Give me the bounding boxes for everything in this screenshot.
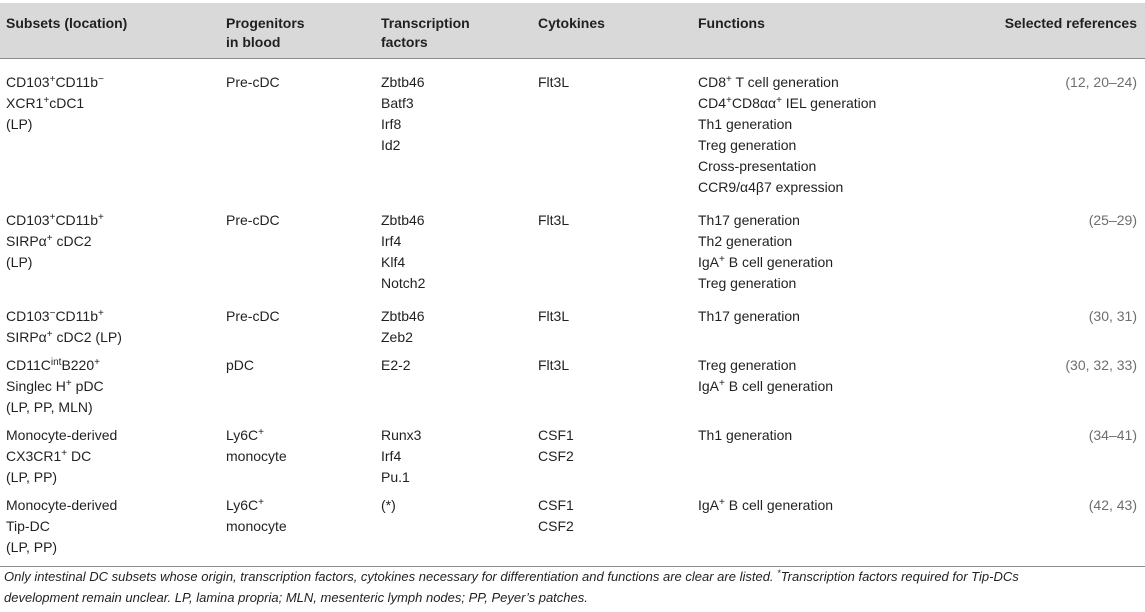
subset-cell: CD103−CD11b+ SIRPα+ cDC2 (LP) [6, 308, 122, 345]
table-header: Subsets (location) Progenitors in blood T… [0, 3, 1145, 59]
reference-cell: (42, 43) [962, 488, 1145, 567]
reference-cell: (25–29) [1088, 212, 1137, 228]
function-cell: Th17 generation [698, 308, 800, 324]
header-progenitors: Progenitors in blood [220, 3, 375, 59]
dc-subsets-table: Subsets (location) Progenitors in blood T… [0, 3, 1145, 567]
cytokine-cell: Flt3L [538, 308, 570, 324]
cytokine-cell: CSF1 CSF2 [532, 488, 692, 567]
cytokine-cell: Flt3L [538, 212, 570, 228]
tf-cell: Zbtb46 Zeb2 [381, 308, 425, 345]
progenitor-cell: Pre-cDC [226, 74, 280, 90]
subset-cell: CD11CintB220+ Singlec H+ pDC (LP, PP, ML… [6, 357, 104, 415]
table-row: CD103+CD11b+ SIRPα+ cDC2 (LP) Pre-cDC Zb… [0, 198, 1145, 294]
table-row: CD11CintB220+ Singlec H+ pDC (LP, PP, ML… [0, 348, 1145, 418]
header-cytokines: Cytokines [532, 3, 692, 59]
progenitor-cell: Pre-cDC [226, 212, 280, 228]
reference-cell: (12, 20–24) [1065, 74, 1137, 90]
table-row: Monocyte-derived CX3CR1+ DC (LP, PP) Ly6… [0, 418, 1145, 488]
header-functions: Functions [692, 3, 962, 59]
function-cell: CD8+ T cell generation CD4+CD8αα+ IEL ge… [698, 74, 877, 195]
function-cell: IgA+ B cell generation [692, 488, 962, 567]
table-row: Monocyte-derived Tip-DC (LP, PP) Ly6C+ m… [0, 488, 1145, 567]
tf-cell: Zbtb46 Batf3 Irf8 Id2 [381, 74, 425, 153]
header-row: Subsets (location) Progenitors in blood T… [0, 3, 1145, 59]
tf-cell: Runx3 Irf4 Pu.1 [381, 427, 422, 485]
table-row: CD103−CD11b+ SIRPα+ cDC2 (LP) Pre-cDC Zb… [0, 294, 1145, 348]
subset-cell: CD103+CD11b− XCR1+cDC1 (LP) [6, 74, 104, 132]
reference-cell: (30, 32, 33) [1065, 357, 1137, 373]
header-references: Selected references [962, 3, 1145, 59]
subset-cell: Monocyte-derived Tip-DC (LP, PP) [0, 488, 220, 567]
tf-cell: Zbtb46 Irf4 Klf4 Notch2 [381, 212, 426, 291]
reference-cell: (34–41) [1088, 427, 1137, 443]
header-transcription-factors: Transcription factors [375, 3, 532, 59]
subset-cell: CD103+CD11b+ SIRPα+ cDC2 (LP) [6, 212, 104, 270]
progenitor-cell: pDC [226, 357, 255, 373]
reference-cell: (30, 31) [1088, 308, 1137, 324]
header-subsets: Subsets (location) [0, 3, 220, 59]
function-cell: Treg generation IgA+ B cell generation [698, 357, 834, 394]
cytokine-cell: Flt3L [538, 74, 570, 90]
table-footnote: Only intestinal DC subsets whose origin,… [4, 568, 1019, 606]
table-body: CD103+CD11b− XCR1+cDC1 (LP) Pre-cDC Zbtb… [0, 59, 1145, 567]
subset-cell: Monocyte-derived CX3CR1+ DC (LP, PP) [6, 427, 118, 485]
cytokine-cell: Flt3L [538, 357, 570, 373]
tf-cell: E2-2 [381, 357, 411, 373]
function-cell: Th1 generation [698, 427, 793, 443]
tf-cell: (*) [375, 488, 532, 567]
progenitor-cell: Ly6C+ monocyte [226, 427, 287, 464]
progenitor-cell: Pre-cDC [226, 308, 280, 324]
function-cell: Th17 generation Th2 generation IgA+ B ce… [698, 212, 834, 291]
progenitor-cell: Ly6C+ monocyte [220, 488, 375, 567]
cytokine-cell: CSF1 CSF2 [538, 427, 574, 464]
table-row: CD103+CD11b− XCR1+cDC1 (LP) Pre-cDC Zbtb… [0, 59, 1145, 199]
